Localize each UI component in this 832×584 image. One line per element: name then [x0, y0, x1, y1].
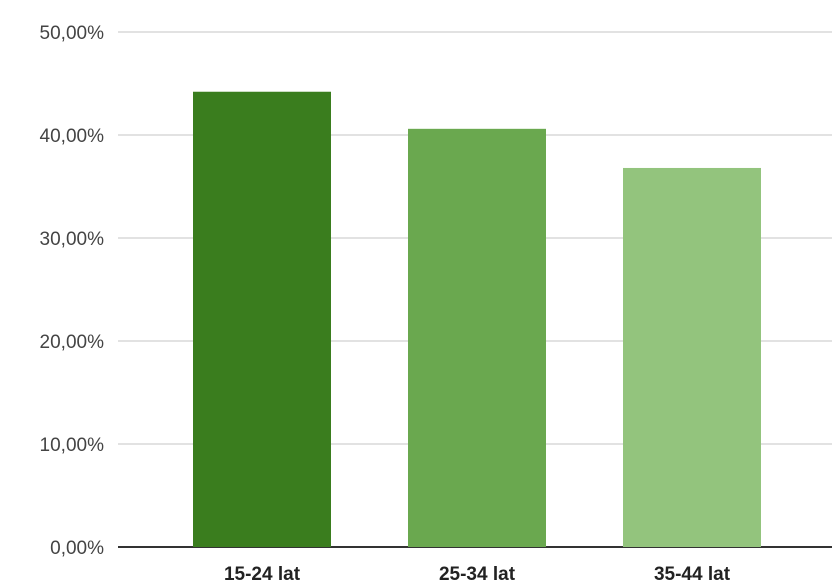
- y-axis-ticks: 0,00% 10,00% 20,00% 30,00% 40,00% 50,00%: [40, 23, 105, 559]
- x-category-label: 35-44 lat: [654, 564, 731, 584]
- y-tick-label: 0,00%: [50, 538, 104, 559]
- bars: [193, 91, 761, 548]
- bar-15-24-lat: [193, 91, 331, 548]
- x-axis-labels: 15-24 lat 25-34 lat 35-44 lat: [224, 564, 731, 584]
- x-category-label: 25-34 lat: [439, 564, 516, 584]
- bar-25-34-lat: [408, 128, 546, 547]
- bar-35-44-lat: [623, 167, 761, 547]
- y-tick-label: 10,00%: [40, 435, 105, 456]
- y-tick-label: 50,00%: [40, 23, 105, 44]
- y-tick-label: 40,00%: [40, 126, 105, 147]
- y-tick-label: 20,00%: [40, 332, 105, 353]
- y-tick-label: 30,00%: [40, 229, 105, 250]
- x-category-label: 15-24 lat: [224, 564, 301, 584]
